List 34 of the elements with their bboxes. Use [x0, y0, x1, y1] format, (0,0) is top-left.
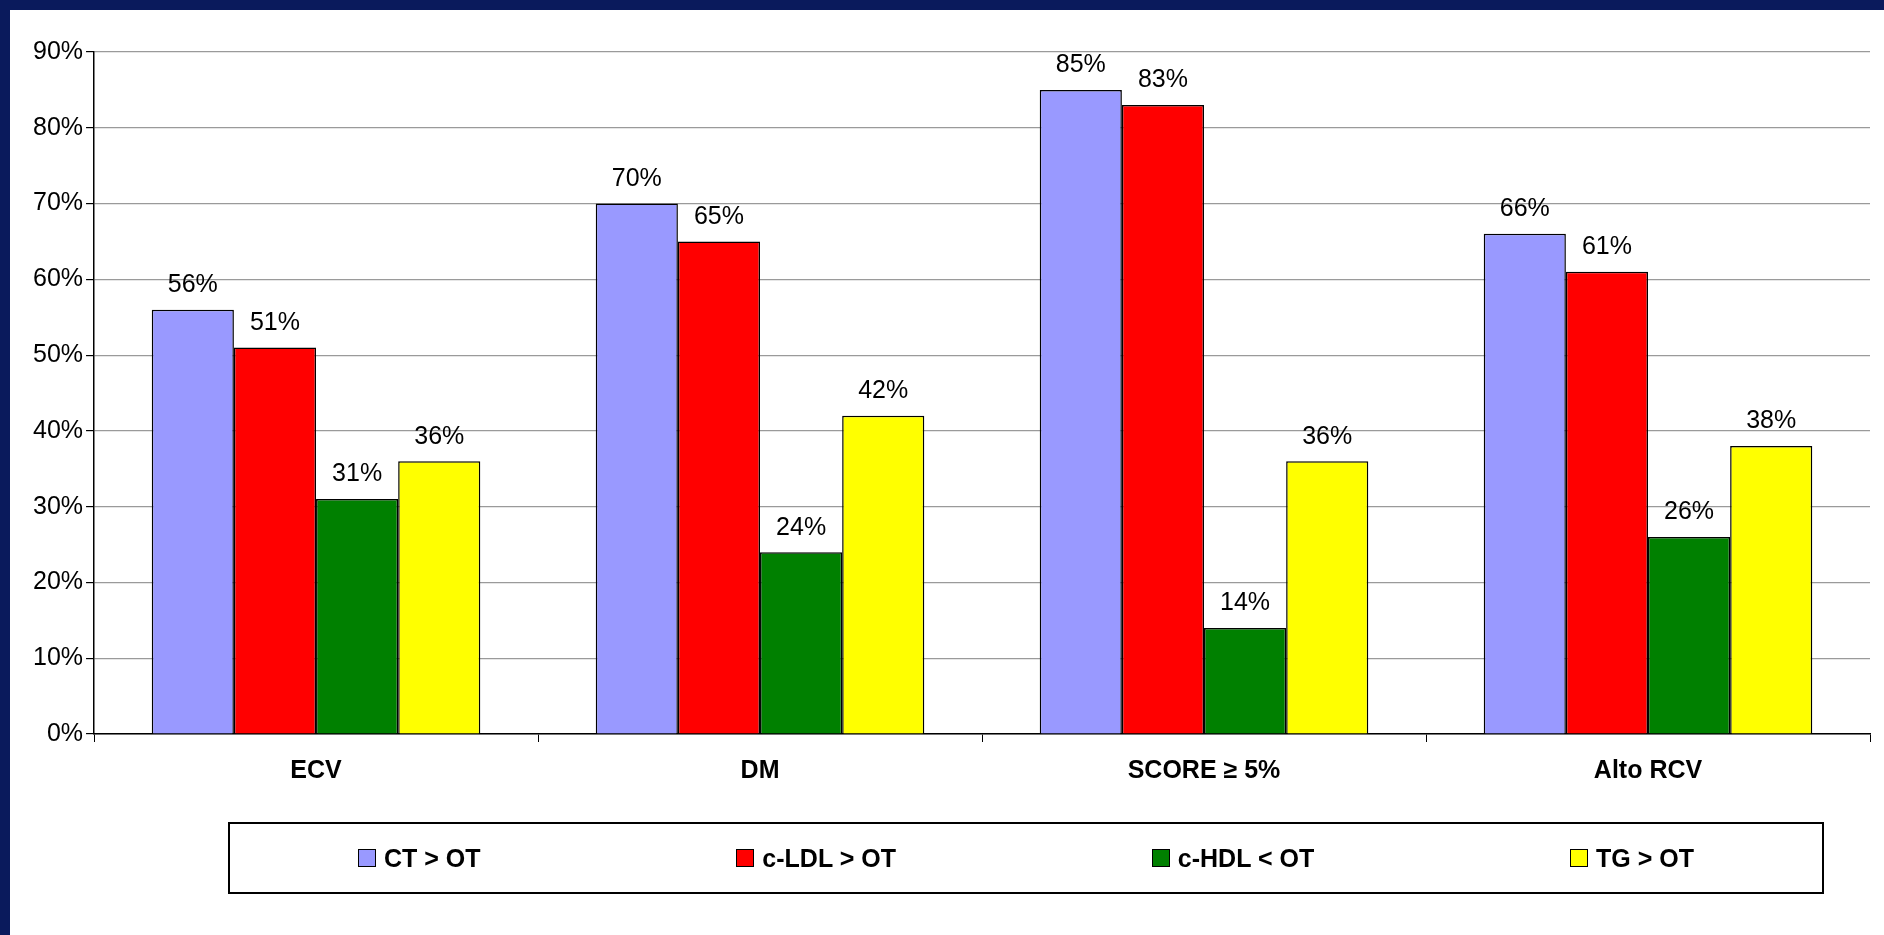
data-label: 70%: [611, 162, 662, 191]
y-tick-label: 30%: [32, 490, 84, 519]
data-label: 14%: [1220, 587, 1271, 616]
y-tick-label: 40%: [32, 414, 84, 443]
x-tick-label: ECV: [290, 754, 343, 783]
data-label: 42%: [858, 375, 909, 404]
data-label: 66%: [1499, 193, 1550, 222]
x-tick-label: DM: [740, 754, 780, 783]
y-tick-label: 10%: [32, 642, 84, 671]
y-tick-label: 80%: [32, 111, 84, 140]
data-label: 65%: [693, 200, 744, 229]
data-label: 61%: [1581, 231, 1632, 260]
data-label: 51%: [249, 306, 300, 335]
x-tick-label: SCORE ≥ 5%: [1127, 754, 1281, 783]
data-label: 38%: [1746, 405, 1797, 434]
legend-label: CT > OT: [383, 843, 481, 873]
data-label: 24%: [776, 511, 827, 540]
data-label: 26%: [1664, 496, 1715, 525]
y-tick-label: 20%: [32, 566, 84, 595]
data-label: 56%: [167, 269, 218, 298]
y-tick-label: 60%: [32, 263, 84, 292]
y-tick-label: 90%: [32, 35, 84, 64]
data-label: 31%: [332, 458, 383, 487]
legend-label: c-HDL < OT: [1177, 843, 1315, 873]
data-label: 36%: [1302, 420, 1353, 449]
y-tick-label: 70%: [32, 187, 84, 216]
legend-label: TG > OT: [1596, 843, 1695, 873]
y-tick-label: 0%: [46, 717, 84, 746]
data-label: 85%: [1055, 49, 1106, 78]
legend-label: c-LDL > OT: [762, 843, 896, 873]
data-label: 83%: [1137, 64, 1188, 93]
x-tick-label: Alto RCV: [1593, 754, 1703, 783]
data-label: 36%: [414, 420, 465, 449]
y-tick-label: 50%: [32, 339, 84, 367]
